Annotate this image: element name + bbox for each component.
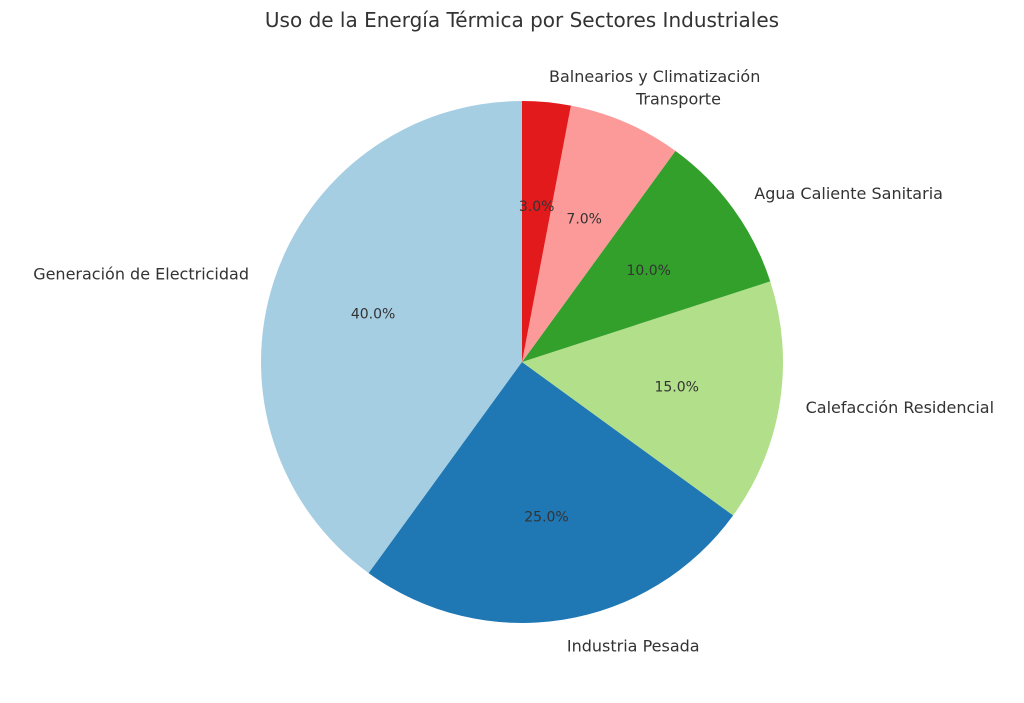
pct-label-calefaccion-residencial: 15.0% (654, 380, 698, 396)
category-labels: Generación de Electricidad Industria Pesa… (33, 67, 994, 655)
category-label-transporte: Transporte (635, 90, 721, 109)
pie-slice-transporte (522, 105, 676, 363)
category-label-balnearios-y-climatizacion: Balnearios y Climatización (549, 67, 760, 86)
category-label-generacion-de-electricidad: Generación de Electricidad (33, 264, 249, 283)
pct-label-transporte: 7.0% (566, 211, 602, 227)
pie-slice-agua-caliente-sanitaria (522, 150, 771, 362)
pct-label-generacion-de-electricidad: 40.0% (351, 307, 395, 323)
percentage-labels: 40.0% 25.0% 15.0% 10.0% 7.0% 3.0% (351, 199, 699, 526)
pie-slice-generacion-de-electricidad (261, 101, 522, 574)
category-label-agua-caliente-sanitaria: Agua Caliente Sanitaria (754, 184, 943, 203)
pie-slice-balnearios-y-climatizacion (522, 101, 571, 362)
pct-label-industria-pesada: 25.0% (524, 510, 568, 526)
pie-slices (261, 101, 784, 623)
pct-label-agua-caliente-sanitaria: 10.0% (626, 263, 670, 279)
category-label-industria-pesada: Industria Pesada (567, 637, 700, 656)
pie-slice-industria-pesada (368, 362, 734, 623)
pie-slice-calefaccion-residencial (522, 281, 784, 516)
chart-title: Uso de la Energía Térmica por Sectores I… (265, 8, 779, 32)
pct-label-balnearios-y-climatizacion: 3.0% (519, 199, 555, 215)
category-label-calefaccion-residencial: Calefacción Residencial (806, 398, 994, 417)
